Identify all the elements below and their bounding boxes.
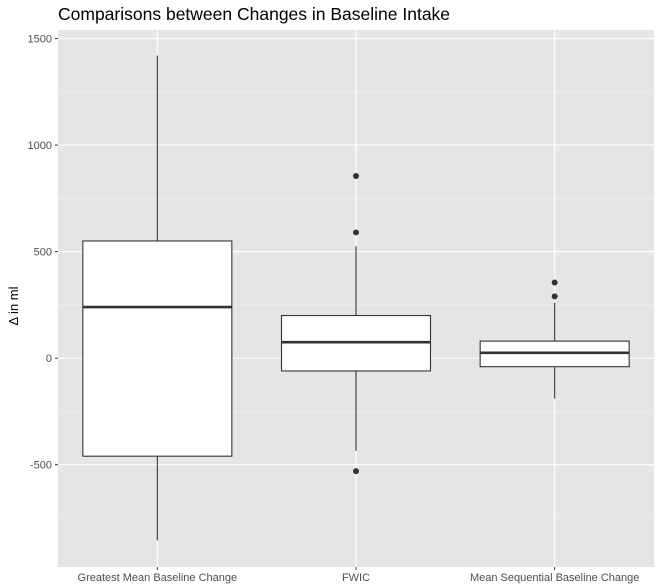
x-tick-label: FWIC: [342, 572, 370, 584]
y-tick-label: 0: [46, 353, 52, 365]
outlier-point: [353, 229, 359, 236]
y-tick-label: 1000: [28, 140, 52, 152]
outlier-point: [353, 172, 359, 179]
chart-title: Comparisons between Changes in Baseline …: [58, 4, 451, 24]
y-axis-title: Δ in ml: [6, 286, 21, 325]
outlier-point: [353, 468, 359, 475]
x-axis: Greatest Mean Baseline Change FWIC Mean Se…: [78, 567, 639, 584]
boxes-layer: [82, 55, 630, 541]
y-tick-label: 500: [34, 247, 52, 259]
x-tick-label: Mean Sequential Baseline Change: [470, 572, 639, 584]
y-tick-label: 1500: [28, 34, 52, 46]
outlier-point: [551, 279, 558, 286]
outlier-point: [551, 293, 558, 300]
box-iqr: [82, 240, 233, 457]
x-tick-label: Greatest Mean Baseline Change: [78, 572, 238, 584]
y-tick-label: -500: [30, 460, 52, 472]
y-axis: -500 0 500 1000 1500: [28, 34, 58, 472]
